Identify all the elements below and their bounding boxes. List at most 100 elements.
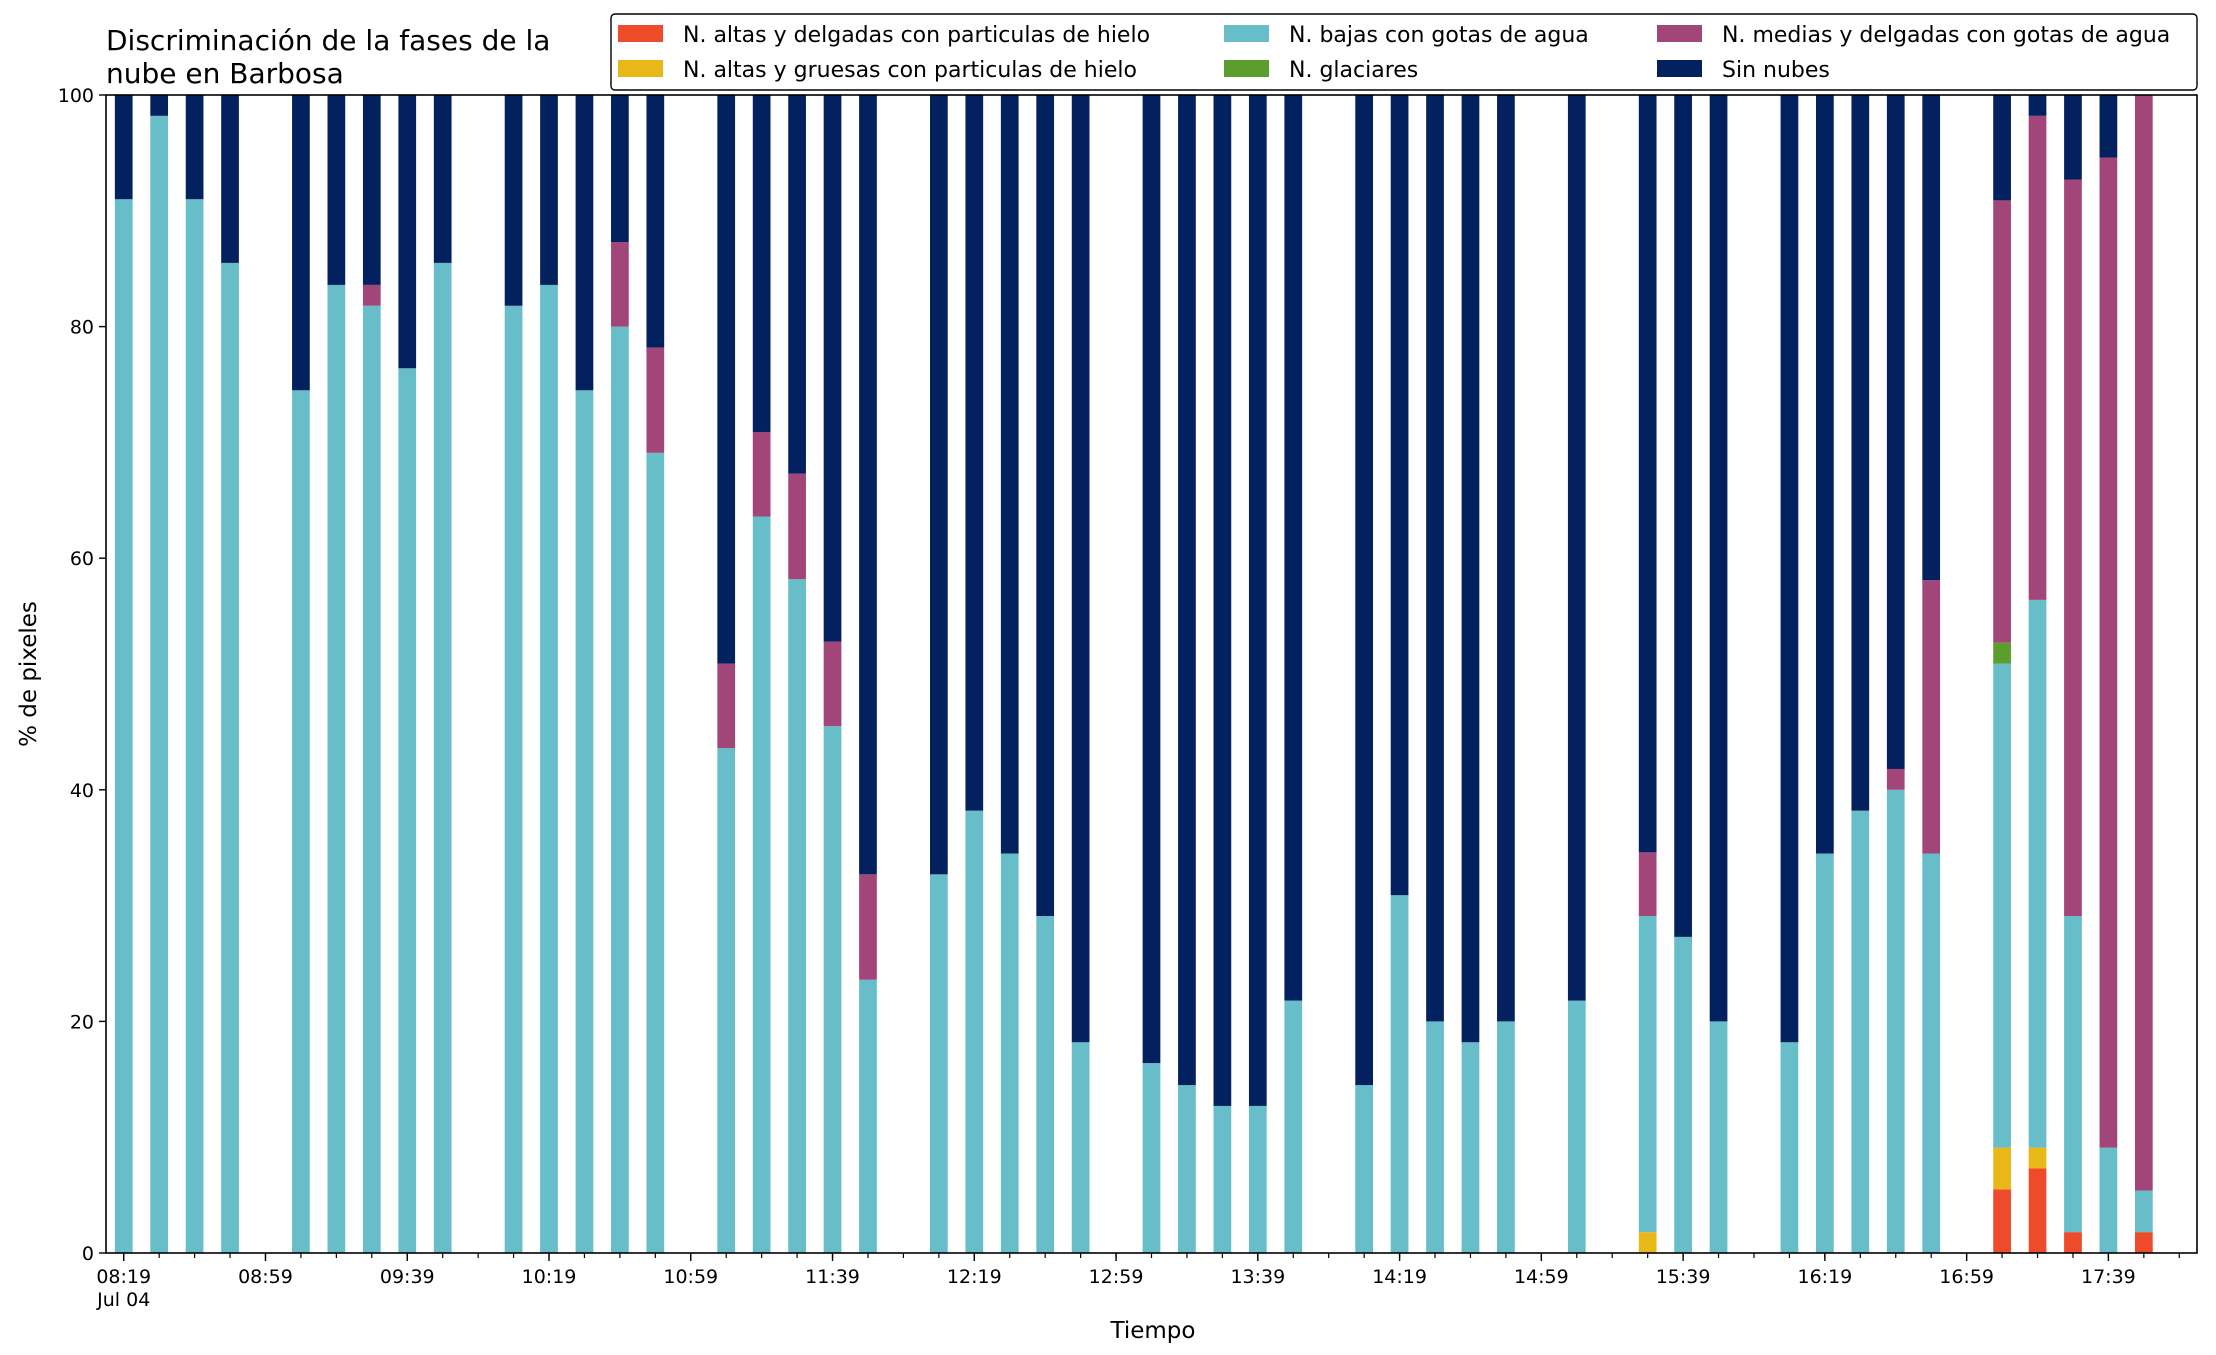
x-tick-label: 11:39 [805,1266,860,1288]
x-tick-label: 12:59 [1089,1266,1144,1288]
bar-segment-bajas [1142,1063,1161,1253]
bar-segment-medias [788,473,806,580]
bar-segment-bajas [1390,895,1409,1253]
bar-segment-medias [823,641,842,727]
x-tick-label: 14:59 [1514,1266,1569,1288]
bar-segment-medias [1886,768,1905,790]
bar-segment-bajas [611,326,629,1254]
bar-segment-sin_nubes [540,95,558,285]
x-tick-label: 10:59 [663,1266,718,1288]
bar-segment-medias [2064,179,2082,917]
bar-segment-medias [859,874,877,980]
bar-segment-bajas [1886,789,1905,1253]
x-tick-label: 08:19 [96,1266,151,1288]
bar-segment-bajas [1993,663,2011,1148]
bar-segment-bajas [327,284,346,1253]
bar-segment-bajas [1071,1042,1090,1253]
bar-segment-sin_nubes [1284,95,1303,1001]
bar-segment-sin_nubes [1567,95,1586,1001]
bar-segment-sin_nubes [1638,95,1657,853]
bar-segment-sin_nubes [575,95,594,391]
bar-segment-bajas [1355,1085,1373,1253]
bar-segment-sin_nubes [2099,95,2118,158]
y-axis-label: % de pixeles [16,601,42,747]
bar-segment-bajas [114,199,133,1254]
bar-segment-sin_nubes [1426,95,1444,1022]
bar-segment-bajas [1248,1105,1267,1253]
bar-segment-altas_gruesas [1993,1147,2011,1190]
bar-segment-bajas [930,874,948,1253]
legend-label-glaciares: N. glaciares [1289,58,1418,83]
legend-frame [610,13,2198,91]
bar-segment-bajas [965,810,984,1253]
bar-segment-bajas [1709,1021,1728,1253]
bar-segment-bajas [398,368,417,1253]
bar-segment-medias [1922,580,1941,854]
bar-segment-sin_nubes [788,95,806,474]
bar-segment-sin_nubes [185,95,204,200]
y-tick-label: 0 [82,1243,94,1265]
bar-segment-bajas [292,390,310,1253]
bar-segment-sin_nubes [1851,95,1870,811]
bar-segment-sin_nubes [823,95,842,642]
legend-swatch-sin_nubes [1657,60,1702,77]
bar-segment-sin_nubes [2064,95,2082,180]
x-tick-label: 08:59 [238,1266,293,1288]
bar-segment-altas_delgadas [2028,1168,2047,1253]
bar-segment-sin_nubes [2028,95,2047,116]
bar-segment-altas_delgadas [1993,1189,2011,1253]
legend-swatch-bajas [1224,25,1269,42]
bar-segment-sin_nubes [1000,95,1019,854]
bar-segment-medias [717,663,736,749]
y-tick-label: 20 [70,1011,94,1033]
legend-swatch-glaciares [1224,60,1269,77]
bar-segment-bajas [1922,853,1941,1253]
bar-segment-sin_nubes [930,95,948,875]
bar-segment-altas_delgadas [2064,1232,2082,1253]
legend-label-altas_gruesas: N. altas y gruesas con particulas de hie… [683,58,1137,83]
bar-segment-bajas [1638,916,1657,1233]
bar-segment-bajas [1851,810,1870,1253]
bar-segment-bajas [1674,936,1692,1253]
bar-segment-bajas [788,579,806,1253]
bar-segment-bajas [221,262,239,1253]
bars-group [114,95,2153,1254]
bar-segment-medias [752,431,771,517]
bar-segment-glaciares [1993,642,2011,664]
bar-segment-sin_nubes [1993,95,2011,201]
bar-segment-bajas [1816,853,1834,1253]
x-tick-label: 14:19 [1372,1266,1427,1288]
legend-swatch-altas_gruesas [618,60,663,77]
bar-segment-sin_nubes [1036,95,1055,917]
bar-segment-sin_nubes [1780,95,1799,1043]
bar-segment-bajas [575,390,594,1253]
bar-segment-sin_nubes [504,95,523,306]
x-tick-label: 16:19 [1797,1266,1852,1288]
bar-segment-bajas [752,516,771,1253]
bar-segment-medias [611,242,629,327]
legend-label-bajas: N. bajas con gotas de agua [1289,23,1589,48]
bar-segment-sin_nubes [1142,95,1161,1064]
bar-segment-medias [1993,200,2011,643]
bar-segment-bajas [717,748,736,1253]
bar-segment-sin_nubes [965,95,984,811]
bar-segment-bajas [1426,1021,1444,1253]
bar-segment-bajas [1497,1021,1515,1253]
bar-segment-bajas [1567,1000,1586,1253]
bar-segment-sin_nubes [362,95,381,285]
bar-segment-sin_nubes [114,95,133,200]
legend-label-altas_delgadas: N. altas y delgadas con particulas de hi… [683,23,1150,48]
bar-segment-sin_nubes [1497,95,1515,1022]
bar-segment-sin_nubes [1213,95,1232,1106]
x-tick-label: 09:39 [380,1266,435,1288]
x-tick-label: 15:39 [1656,1266,1711,1288]
bar-segment-medias [2099,157,2118,1148]
x-axis-label: Tiempo [1110,1318,1196,1344]
y-tick-label: 80 [70,317,94,339]
bar-segment-bajas [1284,1000,1303,1253]
bar-segment-sin_nubes [1886,95,1905,769]
x-tick-label: 12:19 [947,1266,1002,1288]
bar-segment-bajas [1213,1105,1232,1253]
